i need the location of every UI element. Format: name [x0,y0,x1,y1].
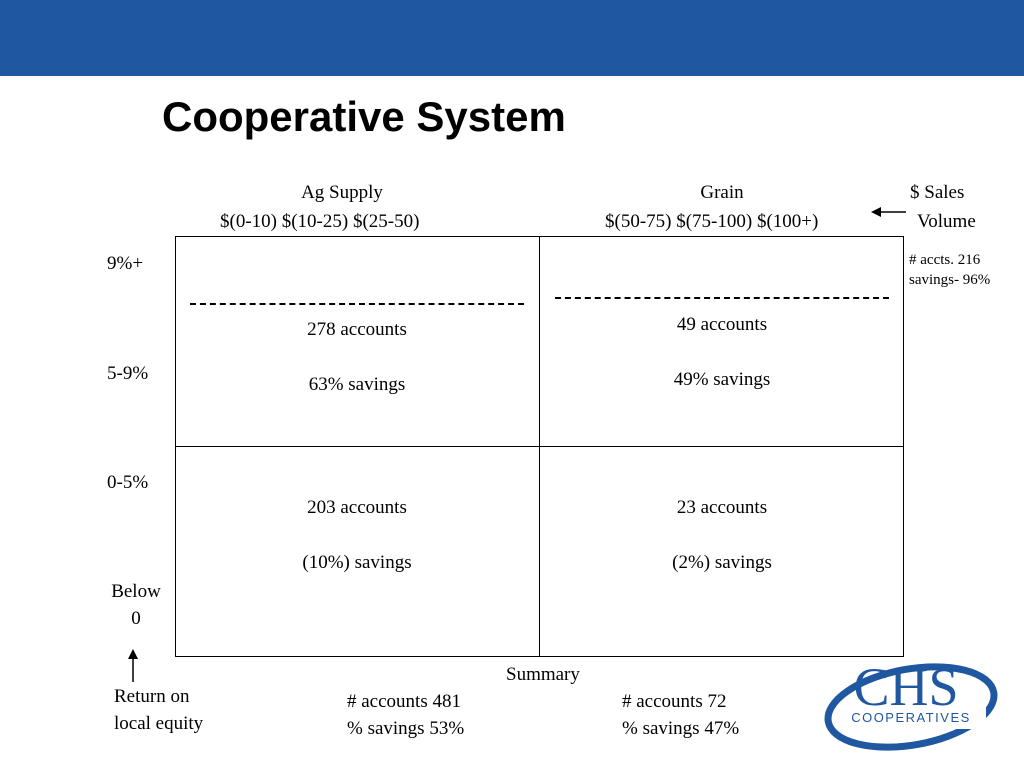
row-label-0-5: 0-5% [107,472,149,493]
return-on-equity-label-line1: Return on [114,686,190,707]
matrix-horizontal-divider [175,446,904,447]
row-label-below-0-line2: 0 [131,608,141,629]
top-right-dashed-line [555,297,889,299]
summary-label: Summary [506,664,580,685]
bottom-right-savings: (2%) savings [672,552,772,573]
top-left-savings: 63% savings [308,374,406,395]
grain-label: Grain [700,182,744,203]
sales-volume-label-line1: $ Sales [910,182,965,203]
ag-supply-ranges: $(0-10) $(10-25) $(25-50) [220,211,420,232]
side-note-savings: savings- 96% [909,272,991,288]
chs-logo: CHS COOPERATIVES [824,657,998,751]
bottom-left-accounts: 203 accounts [307,497,407,518]
summary-right-accounts: # accounts 72 [622,691,727,712]
chs-logo-subtext: COOPERATIVES [851,710,971,725]
header-bar [0,0,1024,76]
row-label-below-0-line1: Below [111,581,161,602]
top-left-dashed-line [190,303,524,305]
ag-supply-label: Ag Supply [301,182,383,203]
summary-right-savings: % savings 47% [622,718,740,739]
bottom-left-savings: (10%) savings [302,552,412,573]
arrow-up-icon [128,649,138,682]
top-right-savings: 49% savings [673,369,771,390]
chs-logo-text: CHS [853,657,958,717]
return-on-equity-label-line2: local equity [114,713,204,734]
side-note-accounts: # accts. 216 [909,252,981,268]
top-right-accounts: 49 accounts [676,314,768,335]
arrow-left-icon [871,207,906,217]
sales-volume-label-line2: Volume [917,211,976,232]
summary-left-savings: % savings 53% [347,718,465,739]
grain-ranges: $(50-75) $(75-100) $(100+) [605,211,819,232]
bottom-right-accounts: 23 accounts [676,497,768,518]
slide-title: Cooperative System [162,93,566,140]
summary-left-accounts: # accounts 481 [347,691,461,712]
row-label-5-9: 5-9% [107,363,149,384]
top-left-accounts: 278 accounts [307,319,407,340]
row-label-9-plus: 9%+ [107,253,144,274]
